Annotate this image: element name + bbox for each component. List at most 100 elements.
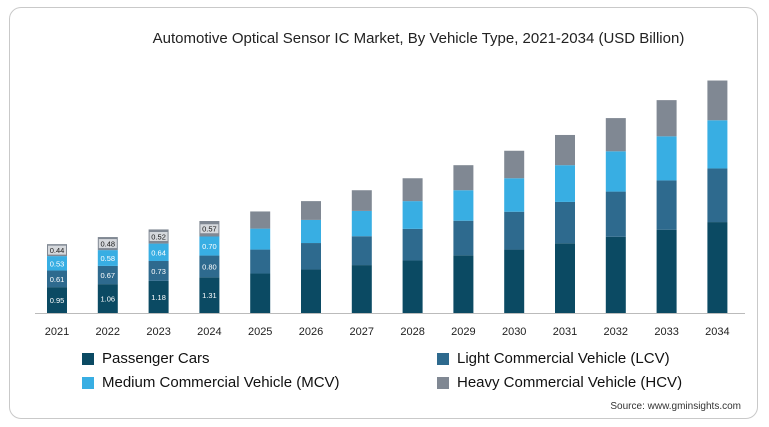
data-label-2022-series-0: 1.06: [100, 295, 115, 304]
legend-swatch: [82, 376, 94, 389]
bar-segment-2022-series-2: [97, 250, 118, 266]
data-label-2024-series-0: 1.31: [202, 291, 217, 300]
bar-segment-2021-series-0: [47, 287, 67, 313]
bar-segment-2033-series-1: [656, 180, 677, 230]
data-label-2023-series-2: 0.64: [151, 248, 166, 257]
data-label-2023-series-1: 0.73: [151, 267, 166, 276]
x-tick-label-2023: 2023: [146, 326, 170, 338]
legend-swatch: [437, 352, 449, 365]
x-tick-label-2022: 2022: [96, 326, 120, 338]
bar-segment-2027-series-0: [351, 265, 372, 313]
data-label-2022-series-1: 0.67: [100, 271, 115, 280]
data-label-bg: [200, 224, 219, 234]
legend-item-passenger-cars: Passenger Cars: [82, 350, 210, 367]
bar-segment-2023-series-2: [148, 243, 169, 262]
data-label-2022-series-2: 0.58: [100, 254, 115, 263]
legend-item-hcv: Heavy Commercial Vehicle (HCV): [437, 374, 682, 391]
x-tick-label-2025: 2025: [248, 326, 272, 338]
data-label-2024-series-1: 0.80: [202, 262, 217, 271]
bar-segment-2034-series-3: [707, 80, 728, 121]
bar-segment-2026-series-1: [301, 243, 321, 270]
bar-segment-2029-series-3: [453, 165, 474, 191]
bar-segment-2034-series-0: [707, 222, 728, 313]
legend-label: Heavy Commercial Vehicle (HCV): [457, 374, 683, 391]
legend-item-lcv: Light Commercial Vehicle (LCV): [437, 350, 670, 367]
bar-segment-2027-series-2: [351, 210, 372, 237]
bar-segment-2030-series-2: [504, 178, 525, 212]
data-label-bg: [48, 245, 66, 255]
x-tick-label-2024: 2024: [197, 326, 221, 338]
source-note: Source: www.gminsights.com: [610, 401, 741, 412]
x-tick-label-2028: 2028: [400, 326, 424, 338]
data-label-2021-series-0: 0.95: [50, 296, 65, 305]
data-label-2023-series-0: 1.18: [151, 293, 166, 302]
bar-segment-2033-series-3: [656, 100, 677, 137]
x-tick-label-2031: 2031: [553, 326, 577, 338]
bar-segment-2033-series-0: [656, 229, 677, 313]
bar-segment-2027-series-1: [351, 236, 372, 266]
bar-segment-2025-series-2: [250, 228, 271, 250]
bar-segment-2031-series-0: [555, 243, 575, 313]
x-tick-label-2032: 2032: [604, 326, 628, 338]
bar-segment-2026-series-3: [301, 201, 321, 220]
x-tick-label-2026: 2026: [299, 326, 323, 338]
bar-segment-2024-series-2: [199, 236, 220, 256]
bar-segment-2031-series-2: [555, 165, 575, 202]
bar-segment-2025-series-3: [250, 211, 271, 229]
data-label-bg: [149, 232, 168, 242]
bar-segment-2027-series-3: [351, 190, 372, 211]
data-label-2021-series-1: 0.61: [50, 275, 65, 284]
data-label-2022-series-3: 0.48: [100, 240, 115, 249]
bar-segment-2030-series-0: [504, 249, 525, 313]
bar-segment-2034-series-1: [707, 168, 728, 223]
bar-segment-2024-series-0: [199, 277, 220, 313]
bar-segment-2025-series-0: [250, 273, 271, 313]
x-tick-label-2034: 2034: [705, 326, 729, 338]
bar-segment-2028-series-2: [402, 201, 423, 229]
bar-segment-2025-series-1: [250, 249, 271, 274]
chart-title: Automotive Optical Sensor IC Market, By …: [152, 30, 685, 47]
bar-segment-2034-series-2: [707, 120, 728, 169]
bar-segment-2028-series-0: [402, 260, 423, 313]
bar-segment-2032-series-1: [605, 191, 626, 237]
bar-segment-2026-series-0: [301, 269, 321, 313]
data-label-2021-series-2: 0.53: [50, 259, 65, 268]
bar-segment-2029-series-1: [453, 220, 474, 256]
bar-segment-2030-series-3: [504, 150, 525, 179]
legend-swatch: [437, 376, 449, 389]
bar-segment-2024-series-1: [199, 255, 220, 278]
stacked-bar-chart: 0.95 0.61 0.53 0.44 2021 1.06 0.67 0.58 0.48 2022…: [35, 80, 745, 338]
x-tick-label-2033: 2033: [654, 326, 678, 338]
bar-segment-2032-series-2: [605, 151, 626, 192]
bar-segment-2029-series-0: [453, 255, 474, 313]
legend-label: Medium Commercial Vehicle (MCV): [102, 374, 340, 391]
legend-label: Light Commercial Vehicle (LCV): [457, 350, 670, 367]
bar-segment-2031-series-3: [555, 134, 575, 166]
bar-segment-2028-series-3: [402, 178, 423, 202]
bar-segment-2032-series-3: [605, 118, 626, 152]
data-label-bg: [98, 239, 117, 249]
bar-segment-2021-series-2: [47, 256, 67, 271]
x-tick-label-2021: 2021: [45, 326, 69, 338]
data-label-2024-series-2: 0.70: [202, 242, 217, 251]
data-label-2023-series-3: 0.52: [151, 233, 166, 242]
bar-segment-2030-series-1: [504, 211, 525, 250]
legend-item-mcv: Medium Commercial Vehicle (MCV): [82, 374, 340, 391]
bar-segment-2021-series-1: [47, 270, 67, 288]
bar-segment-2029-series-2: [453, 190, 474, 221]
bar-segment-2032-series-0: [605, 236, 626, 313]
bar-segment-2023-series-1: [148, 261, 169, 281]
chart-frame: Automotive Optical Sensor IC Market, By …: [9, 7, 758, 419]
data-label-2021-series-3: 0.44: [50, 246, 65, 255]
bar-segment-2031-series-1: [555, 201, 575, 244]
data-label-2024-series-3: 0.57: [202, 225, 217, 234]
legend-label: Passenger Cars: [102, 350, 210, 367]
bar-segment-2023-series-0: [148, 280, 169, 313]
x-tick-label-2027: 2027: [350, 326, 374, 338]
bar-segment-2022-series-1: [97, 265, 118, 285]
bar-segment-2026-series-2: [301, 219, 321, 244]
bar-segment-2028-series-1: [402, 228, 423, 261]
bar-segment-2033-series-2: [656, 136, 677, 181]
x-tick-label-2029: 2029: [451, 326, 475, 338]
legend-swatch: [82, 352, 94, 365]
